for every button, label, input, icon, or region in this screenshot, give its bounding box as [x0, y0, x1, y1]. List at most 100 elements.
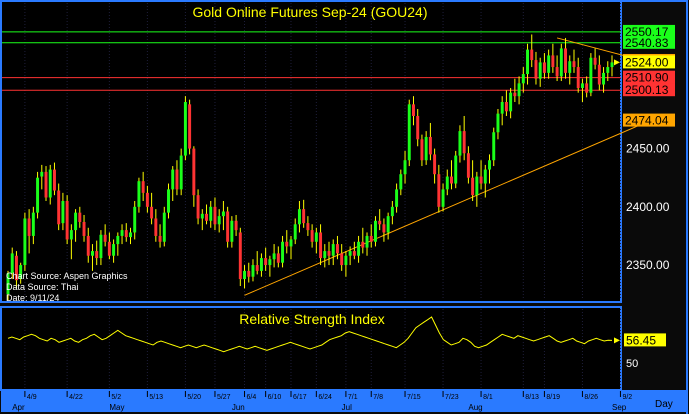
candle-body	[568, 61, 572, 73]
x-tick-label: 5/2	[111, 394, 121, 401]
candle-body	[513, 92, 517, 97]
price-level-label: 2474.04	[625, 114, 669, 128]
x-tick-label: 4/9	[27, 394, 37, 401]
candle-body	[272, 253, 276, 260]
x-month-label: Apr	[12, 403, 25, 412]
x-month-label: Sep	[612, 403, 627, 412]
candle-body	[247, 270, 251, 277]
candle-body	[593, 57, 597, 65]
candle-body	[386, 216, 390, 233]
candle-body	[462, 131, 466, 154]
candle-body	[407, 104, 411, 161]
rsi-chart-title: Relative Strength Index	[239, 311, 385, 327]
candle-body	[373, 220, 377, 242]
candle-body	[348, 251, 352, 256]
candle-body	[23, 218, 27, 266]
candle-body	[183, 102, 187, 156]
candle-body	[437, 174, 441, 207]
candle-body	[504, 102, 508, 112]
price-level-badge	[623, 35, 675, 49]
candle-body	[416, 115, 420, 140]
x-tick-label: 7/8	[373, 394, 383, 401]
candle-body	[154, 218, 158, 236]
candle-body	[428, 136, 432, 155]
candle-body	[319, 232, 323, 259]
candle-body	[420, 139, 424, 161]
candle-body	[78, 212, 82, 222]
candle-body	[424, 136, 428, 161]
candle-body	[521, 74, 525, 84]
candle-body	[188, 104, 192, 149]
candle-body	[433, 154, 437, 175]
rsi-last-value: 56.45	[626, 333, 656, 347]
price-level-label: 2550.17	[625, 25, 669, 39]
candle-body	[14, 255, 18, 281]
candle-body	[230, 220, 234, 242]
candle-body	[547, 55, 551, 73]
candle-body	[243, 270, 247, 280]
x-month-label: May	[109, 403, 124, 412]
trendline	[244, 120, 651, 296]
x-tick-label: 8/26	[584, 394, 598, 401]
candle-body	[129, 232, 132, 238]
candle-body	[192, 148, 196, 196]
rsi-tick-50: 50	[626, 358, 638, 370]
candle-body	[306, 223, 310, 231]
candle-body	[479, 176, 483, 184]
x-tick-label: 7/1	[348, 394, 358, 401]
candle-body	[352, 251, 356, 256]
candle-body	[137, 181, 141, 207]
candle-body	[530, 49, 534, 61]
candle-body	[488, 160, 491, 170]
candle-body	[281, 241, 285, 263]
price-chart-title: Gold Online Futures Sep-24 (GOU24)	[193, 4, 428, 20]
candle-body	[90, 251, 94, 256]
candle-body	[559, 48, 563, 77]
candle-body	[471, 177, 475, 196]
candle-body	[606, 67, 610, 73]
candle-body	[289, 239, 293, 247]
candle-body	[167, 189, 170, 213]
candle-body	[217, 216, 221, 225]
x-month-label: Jul	[342, 403, 352, 412]
candle-body	[509, 92, 513, 112]
candle-body	[40, 171, 44, 177]
period-label: Day	[655, 399, 673, 410]
candle-body	[589, 57, 593, 93]
candle-body	[95, 251, 99, 259]
candle-body	[399, 174, 403, 190]
x-tick-label: 8/13	[525, 394, 539, 401]
source-line-1: Chart Source: Aspen Graphics	[6, 271, 128, 281]
candle-body	[150, 206, 154, 219]
candle-body	[264, 258, 268, 266]
x-tick-label: 8/19	[546, 394, 560, 401]
candle-body	[221, 211, 225, 217]
candle-body	[445, 176, 449, 190]
price-level-label: 2510.90	[625, 71, 669, 85]
x-tick-label: 5/27	[217, 394, 231, 401]
candle-body	[340, 253, 344, 266]
price-level-badge	[623, 24, 675, 38]
source-line-2: Data Source: Thai	[6, 282, 78, 292]
candle-body	[302, 209, 306, 224]
candle-body	[390, 206, 394, 217]
candle-body	[175, 169, 179, 190]
x-tick-label: 6/17	[293, 394, 307, 401]
candle-body	[200, 213, 204, 219]
candle-body	[276, 253, 280, 263]
candle-body	[610, 62, 614, 68]
candle-body	[133, 206, 137, 233]
price-level-label: 2540.83	[625, 36, 669, 50]
candle-body	[483, 169, 487, 184]
candle-body	[158, 235, 162, 242]
candle-body	[74, 212, 78, 231]
candle-body	[112, 244, 116, 256]
x-tick-label: 6/4	[247, 394, 257, 401]
candle-body	[297, 209, 301, 225]
candle-body	[65, 201, 69, 240]
candle-body	[57, 190, 61, 225]
candle-body	[196, 195, 200, 219]
rsi-last-value-badge	[624, 333, 666, 347]
candle-body	[238, 232, 242, 280]
candle-body	[365, 235, 369, 248]
